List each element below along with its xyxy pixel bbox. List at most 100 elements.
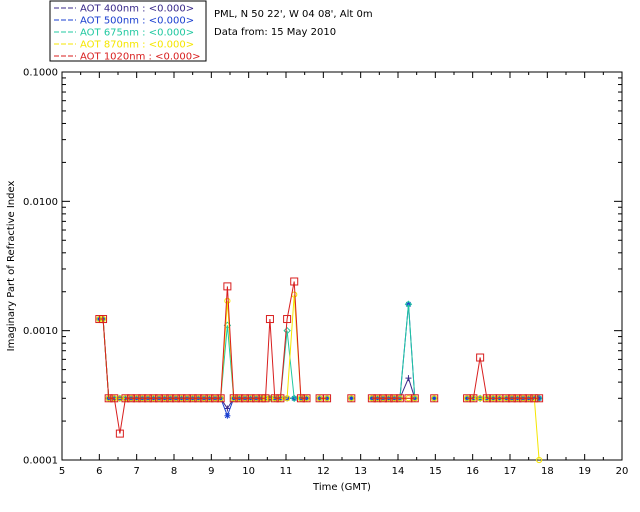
data-point-square xyxy=(302,394,311,403)
x-tick-label: 17 xyxy=(504,466,517,477)
legend-label: AOT 400nm : <0.000> xyxy=(80,4,194,15)
x-tick-label: 5 xyxy=(59,466,65,477)
data-point-square xyxy=(104,394,113,403)
legend-label: AOT 500nm : <0.000> xyxy=(80,16,194,27)
data-point-square xyxy=(223,282,232,291)
y-tick-label: 0.0001 xyxy=(23,456,58,467)
data-point-circle xyxy=(348,395,355,402)
data-point-square xyxy=(323,394,332,403)
data-date: Data from: 15 May 2010 xyxy=(214,27,336,38)
data-point-square xyxy=(171,394,180,403)
data-point-star xyxy=(368,395,375,402)
legend-box xyxy=(49,0,207,62)
y-axis-label: Imaginary Part of Refractive Index xyxy=(6,181,17,352)
series-line xyxy=(467,357,540,399)
data-point-square xyxy=(347,394,356,403)
data-point-square xyxy=(530,394,539,403)
data-point-plus xyxy=(405,375,412,382)
data-point-square xyxy=(252,394,261,403)
x-tick-label: 18 xyxy=(541,466,554,477)
data-point-circle xyxy=(477,395,484,402)
legend-label: AOT 870nm : <0.000> xyxy=(80,40,194,51)
data-point-star xyxy=(348,395,355,402)
data-point-square xyxy=(430,394,439,403)
series-4 xyxy=(95,277,544,438)
data-point-square xyxy=(270,394,279,403)
data-point-square xyxy=(177,394,186,403)
x-tick-label: 12 xyxy=(317,466,330,477)
data-point-circle xyxy=(284,395,291,402)
data-point-square xyxy=(290,277,299,286)
x-tick-label: 19 xyxy=(578,466,591,477)
data-point-square xyxy=(160,394,169,403)
data-point-square xyxy=(229,394,238,403)
y-tick-label: 0.0010 xyxy=(23,326,58,337)
series-line xyxy=(467,397,540,461)
data-point-square xyxy=(205,394,214,403)
data-point-square xyxy=(138,394,147,403)
data-point-square xyxy=(265,315,274,324)
data-point-circle xyxy=(536,456,543,464)
series-3 xyxy=(96,291,543,464)
data-point-square xyxy=(240,394,249,403)
data-point-square xyxy=(489,394,498,403)
data-point-square xyxy=(149,394,158,403)
x-tick-label: 11 xyxy=(280,466,293,477)
axes: 5 6 7 8 9 10 11 12 13 14 15 16 17 18 19 20 0.0001 0.0010 0… xyxy=(23,68,628,478)
data-point-diamond xyxy=(283,326,291,335)
data-point-square xyxy=(199,394,208,403)
data-point-square xyxy=(132,394,141,403)
data-point-square xyxy=(155,394,164,403)
data-point-circle xyxy=(224,297,231,304)
data-point-square xyxy=(410,394,419,403)
legend-label: AOT 1020nm : <0.000> xyxy=(80,52,200,63)
x-tick-label: 7 xyxy=(133,466,139,477)
data-point-square xyxy=(296,394,305,403)
x-tick-label: 20 xyxy=(616,466,629,477)
series-line xyxy=(371,304,416,399)
data-point-star xyxy=(303,395,310,402)
data-point-square xyxy=(183,394,192,403)
data-point-square xyxy=(404,394,413,403)
data-point-square xyxy=(99,315,108,324)
data-point-square xyxy=(246,394,255,403)
series-line xyxy=(99,294,307,399)
data-point-circle xyxy=(431,395,438,402)
data-point-square xyxy=(463,394,472,403)
data-point-square xyxy=(524,394,533,403)
data-point-square xyxy=(143,394,152,403)
data-point-plus xyxy=(224,405,231,412)
x-tick-label: 8 xyxy=(171,466,177,477)
series-line xyxy=(99,281,307,434)
series-line xyxy=(371,304,416,399)
data-point-square xyxy=(395,394,404,403)
data-point-square xyxy=(211,394,220,403)
data-point-square xyxy=(127,394,136,403)
x-tick-label: 15 xyxy=(429,466,442,477)
data-point-square xyxy=(188,394,197,403)
y-tick-label: 0.0100 xyxy=(23,197,58,208)
data-point-square xyxy=(482,394,491,403)
data-point-square xyxy=(115,429,124,438)
data-point-star xyxy=(224,412,231,419)
x-tick-label: 14 xyxy=(392,466,405,477)
data-point-square xyxy=(535,394,544,403)
legend-label: AOT 675nm : <0.000> xyxy=(80,28,194,39)
data-point-square xyxy=(276,394,285,403)
data-point-square xyxy=(502,394,511,403)
data-point-star xyxy=(431,395,438,402)
data-point-square xyxy=(216,394,225,403)
data-point-square xyxy=(373,394,382,403)
data-point-square xyxy=(166,394,175,403)
data-point-square xyxy=(283,315,292,324)
data-point-square xyxy=(384,394,393,403)
data-point-square xyxy=(519,394,528,403)
data-point-square xyxy=(121,394,130,403)
data-point-square xyxy=(110,394,119,403)
data-point-square xyxy=(194,394,203,403)
data-point-star xyxy=(536,395,543,402)
data-point-square xyxy=(379,394,388,403)
x-axis-label: Time (GMT) xyxy=(312,482,371,493)
data-point-square xyxy=(476,353,485,362)
